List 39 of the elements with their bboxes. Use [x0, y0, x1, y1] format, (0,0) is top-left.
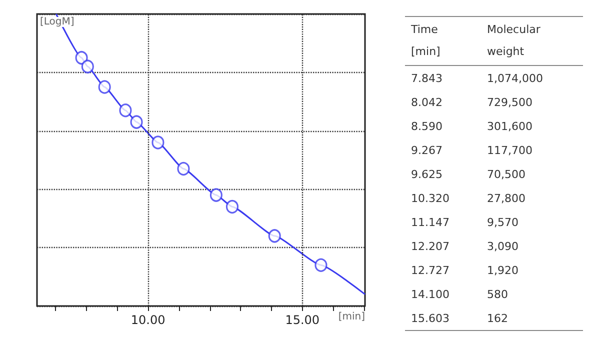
- point: [314, 258, 328, 272]
- x-tick-label: 15.00: [285, 313, 320, 327]
- text: Molecular weight: [487, 22, 542, 60]
- text: 15.603: [410, 310, 450, 326]
- point: [177, 162, 190, 176]
- text: 117,700: [486, 142, 534, 158]
- text: 12.207: [410, 238, 450, 254]
- text: 729,500: [486, 94, 534, 110]
- text: 1,920: [486, 262, 520, 278]
- text: 27,800: [486, 190, 526, 206]
- text: 9,570: [486, 214, 520, 230]
- point: [75, 51, 88, 65]
- text: 3,090: [486, 238, 520, 254]
- text: Time [min]: [411, 22, 442, 60]
- text: 10.320: [410, 190, 450, 206]
- point: [152, 136, 164, 150]
- x-axis-title: [min]: [338, 312, 366, 322]
- point: [98, 80, 111, 94]
- text: 8.590: [410, 118, 444, 134]
- text: 12.727: [410, 262, 450, 278]
- point: [119, 104, 132, 118]
- point: [130, 115, 143, 129]
- text: 1,074,000: [486, 70, 544, 86]
- text: 70,500: [486, 166, 526, 182]
- text: 14.100: [410, 286, 450, 302]
- text: 162: [486, 310, 509, 326]
- text: 580: [486, 286, 509, 302]
- text: 11.147: [410, 214, 450, 230]
- text: 8.042: [410, 94, 444, 110]
- text: 301,600: [486, 118, 534, 134]
- point: [81, 60, 94, 74]
- point: [210, 188, 222, 202]
- point: [268, 229, 281, 243]
- y-axis-title: [LogM]: [40, 16, 74, 28]
- text: 9.625: [410, 166, 444, 182]
- text: 7.843: [410, 70, 444, 86]
- x-tick-label: 10.00: [130, 313, 166, 327]
- text: 9.267: [410, 142, 444, 158]
- point: [226, 200, 239, 214]
